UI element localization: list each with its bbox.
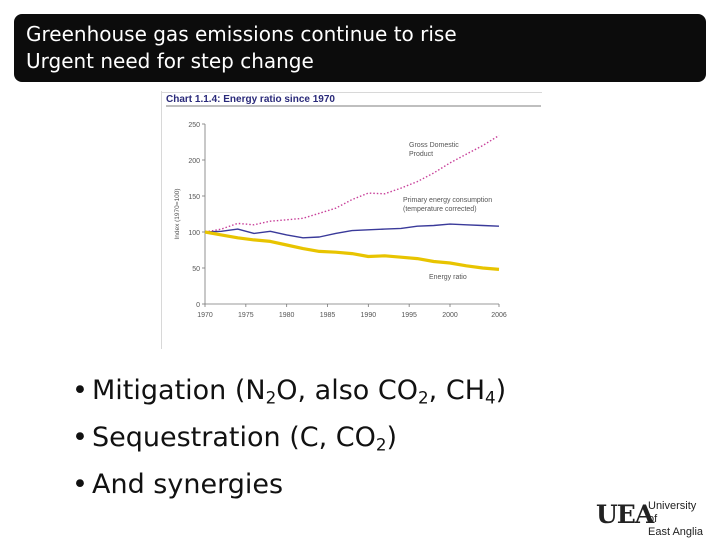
bullet-dot: •	[72, 422, 88, 453]
x-tick-label: 1970	[197, 312, 213, 319]
chart-title: Chart 1.1.4: Energy ratio since 1970	[166, 94, 335, 105]
y-axis-label: Index (1970=100)	[174, 188, 181, 239]
y-tick-label: 50	[192, 266, 200, 273]
series-label-energy: (temperature corrected)	[403, 206, 477, 213]
slide-title-box: Greenhouse gas emissions continue to ris…	[14, 14, 706, 82]
series-line-2	[204, 230, 500, 271]
slide-title-line2: Urgent need for step change	[26, 49, 314, 73]
x-tick-label: 1980	[279, 312, 295, 319]
x-tick-label: 1990	[361, 312, 377, 319]
chart-figure: Chart 1.1.4: Energy ratio since 1970 0 50 1…	[161, 91, 543, 349]
series-label-gdp: Product	[409, 151, 433, 158]
y-tick-label: 150	[188, 194, 200, 201]
x-tick-label: 2000	[442, 312, 458, 319]
logo-mark: UEA	[596, 500, 654, 529]
y-tick-label: 250	[188, 122, 200, 129]
bullet-mitigation: • Mitigation (N2O, also CO2, CH4)	[72, 367, 506, 414]
y-tick-label: 0	[196, 302, 200, 309]
bullet-list: • Mitigation (N2O, also CO2, CH4) • Seques…	[72, 367, 506, 508]
bullet-dot: •	[72, 375, 88, 406]
y-tick-label: 200	[188, 158, 200, 165]
series-label-gdp: Gross Domestic	[409, 142, 459, 149]
series-label-energy: Primary energy consumption	[403, 197, 492, 204]
bullet-synergies: • And synergies	[72, 461, 506, 508]
university-logo: UEA University of East Anglia	[596, 497, 708, 538]
x-tick-label: 1985	[320, 312, 336, 319]
x-tick-label: 2006	[491, 312, 507, 319]
y-tick-label: 100	[188, 230, 200, 237]
bullet-sequestration: • Sequestration (C, CO2)	[72, 414, 506, 461]
series-line-1	[204, 223, 500, 239]
logo-line1: University of	[648, 500, 697, 525]
figure-border	[161, 92, 542, 93]
x-tick-label: 1975	[238, 312, 254, 319]
logo-line2: East Anglia	[648, 526, 704, 538]
slide-title-line1: Greenhouse gas emissions continue to ris…	[26, 22, 457, 46]
energy-ratio-chart: Chart 1.1.4: Energy ratio since 1970 0 50 1…	[166, 94, 541, 319]
series-label-ratio: Energy ratio	[429, 274, 467, 281]
logo-text: University of East Anglia	[648, 500, 708, 539]
figure-border	[161, 91, 162, 349]
x-tick-label: 1995	[401, 312, 417, 319]
bullet-dot: •	[72, 469, 88, 500]
series-line-0	[204, 134, 500, 233]
